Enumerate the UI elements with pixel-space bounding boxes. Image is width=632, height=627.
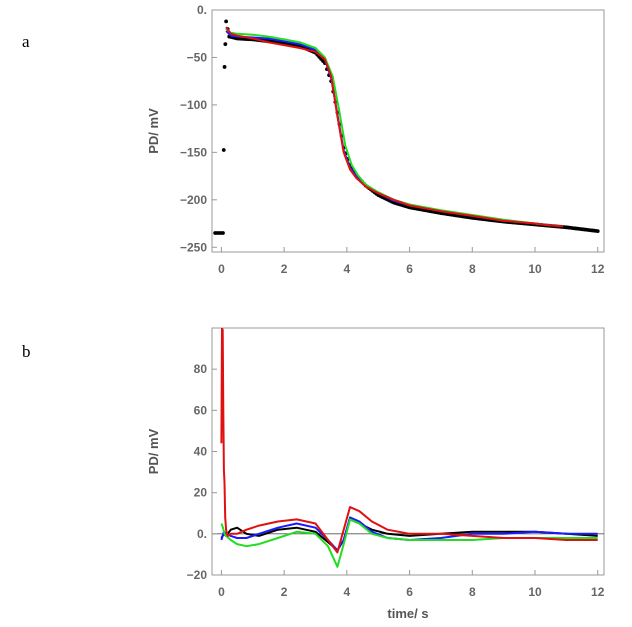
y-tick-label: 40 <box>194 445 208 459</box>
y-tick-label: −100 <box>180 98 207 112</box>
x-tick-label: 0 <box>218 262 225 276</box>
y-tick-label: 20 <box>194 486 208 500</box>
series-blue-line <box>220 516 598 552</box>
series-green-line <box>225 28 551 227</box>
x-tick-label: 10 <box>528 262 542 276</box>
data-point <box>221 231 225 235</box>
panel-label-a: a <box>22 32 30 51</box>
x-tick-label: 2 <box>281 585 288 599</box>
y-tick-label: 0. <box>197 527 207 541</box>
x-tick-label: 6 <box>406 262 413 276</box>
x-tick-label: 2 <box>281 262 288 276</box>
x-tick-label: 6 <box>406 585 413 599</box>
data-point <box>222 65 227 69</box>
x-axis-label: time/ s <box>387 606 428 621</box>
data-point <box>221 148 226 152</box>
y-tick-label: −20 <box>187 568 208 582</box>
y-axis-label: PD/ mV <box>146 108 161 154</box>
series-green-line <box>220 518 598 568</box>
plot-area <box>213 19 600 235</box>
x-tick-label: 8 <box>469 585 476 599</box>
y-tick-label: −150 <box>180 145 207 159</box>
series-black-line <box>220 518 598 552</box>
series-red-line <box>220 328 598 554</box>
chart-a: 0 2 4 6 8 10 12 0. −50 −100 −150 −200 −250 PD/ mV <box>146 3 605 276</box>
y-tick-label: −200 <box>180 193 207 207</box>
y-tick-label: 0. <box>197 3 207 17</box>
data-point <box>223 42 228 47</box>
y-tick-label: 80 <box>194 362 208 376</box>
plot-frame <box>211 9 605 253</box>
data-point <box>224 19 229 24</box>
y-tick-label: −50 <box>187 50 208 64</box>
y-tick-label: 60 <box>194 403 208 417</box>
data-point <box>595 229 600 234</box>
x-tick-label: 4 <box>344 585 351 599</box>
panel-label-b: b <box>22 342 31 361</box>
x-tick-label: 10 <box>528 585 542 599</box>
series-red-line <box>225 26 564 228</box>
x-tick-label: 12 <box>591 585 605 599</box>
chart-b: 0 2 4 6 8 10 12 −20 0. 20 40 60 80 PD/ mV time/ s <box>146 327 605 621</box>
x-tick-label: 8 <box>469 262 476 276</box>
y-axis-label: PD/ mV <box>146 428 161 474</box>
plot-area <box>220 328 598 568</box>
x-tick-label: 12 <box>591 262 605 276</box>
x-tick-label: 0 <box>218 585 225 599</box>
y-tick-label: −250 <box>180 240 207 254</box>
x-tick-label: 4 <box>344 262 351 276</box>
